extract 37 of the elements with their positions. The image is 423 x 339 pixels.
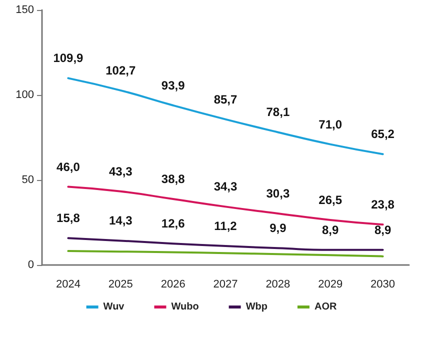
data-label: 30,3 xyxy=(266,186,290,200)
data-label: 38,8 xyxy=(161,172,186,186)
data-label: 85,7 xyxy=(214,92,238,106)
data-label: 46,0 xyxy=(56,160,80,174)
x-tick-label: 2024 xyxy=(56,278,80,290)
data-label: 9,9 xyxy=(270,221,287,236)
data-label: 71,0 xyxy=(318,117,342,132)
legend-label: Wubo xyxy=(171,302,199,312)
y-tick-label: 100 xyxy=(16,89,34,101)
data-label: 26,5 xyxy=(318,192,342,207)
data-label: 11,2 xyxy=(214,218,238,233)
x-tick-label: 2028 xyxy=(266,278,290,290)
data-label: 102,7 xyxy=(106,63,136,78)
data-label: 78,1 xyxy=(266,105,290,120)
x-tick-label: 2025 xyxy=(108,278,133,290)
legend-label: AOR xyxy=(314,302,338,312)
data-label: 23,8 xyxy=(371,198,395,212)
x-tick-label: 2026 xyxy=(160,278,186,290)
legend-label: Wbp xyxy=(246,302,268,312)
x-tick-label: 2027 xyxy=(213,278,238,290)
legend-label: Wuv xyxy=(103,302,125,312)
data-label: 8,9 xyxy=(322,222,340,237)
y-tick-label: 0 xyxy=(28,259,34,271)
data-label: 43,3 xyxy=(108,164,133,178)
data-label: 15,8 xyxy=(56,211,80,226)
data-label: 109,9 xyxy=(53,51,84,66)
data-label: 65,2 xyxy=(371,127,395,142)
y-tick-label: 50 xyxy=(22,174,34,186)
data-label: 93,9 xyxy=(161,78,186,92)
data-label: 34,3 xyxy=(214,180,238,194)
x-tick-label: 2030 xyxy=(370,278,396,290)
x-tick-label: 2029 xyxy=(318,278,343,290)
y-tick-label: 150 xyxy=(16,4,34,16)
data-label: 12,6 xyxy=(161,216,186,231)
line-series xyxy=(67,237,384,251)
data-label: 8,9 xyxy=(374,222,392,237)
data-label: 14,3 xyxy=(108,214,133,228)
